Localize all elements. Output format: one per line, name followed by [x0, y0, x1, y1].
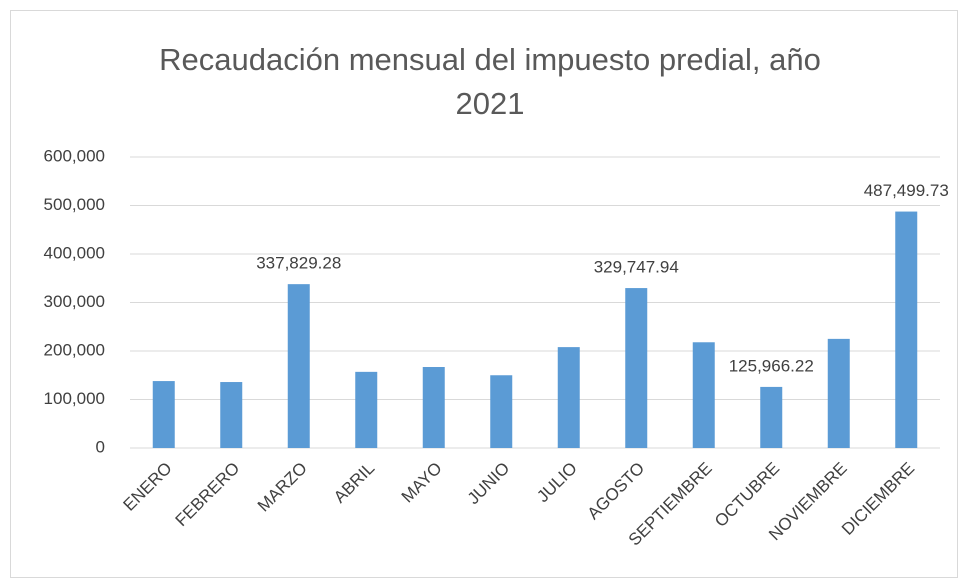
x-tick-label: AGOSTO [584, 459, 649, 524]
bar [692, 342, 715, 448]
x-tick-label: ENERO [120, 459, 176, 515]
x-tick-label: MARZO [254, 459, 311, 516]
y-tick-label: 200,000 [44, 340, 105, 359]
x-tick-label: ABRIL [330, 459, 378, 507]
bar [220, 382, 243, 448]
x-tick-label: JUNIO [464, 459, 513, 508]
bar [760, 386, 783, 448]
bar [895, 211, 918, 448]
data-label: 487,499.73 [864, 181, 949, 200]
chart-title: Recaudación mensual del impuesto predial… [159, 42, 821, 121]
bar [827, 338, 850, 448]
bar [287, 284, 310, 448]
y-tick-label: 0 [96, 437, 105, 456]
x-tick-label: JULIO [533, 459, 581, 507]
data-label: 125,966.22 [729, 356, 814, 375]
y-tick-label: 100,000 [44, 389, 105, 408]
y-tick-label: 600,000 [44, 146, 105, 165]
bar [152, 381, 175, 448]
bar [422, 367, 445, 448]
x-tick-label: OCTUBRE [711, 459, 783, 531]
y-tick-label: 400,000 [44, 243, 105, 262]
data-label: 329,747.94 [594, 258, 679, 277]
y-tick-label: 300,000 [44, 292, 105, 311]
data-label: 337,829.28 [256, 254, 341, 273]
x-tick-label: DICIEMBRE [838, 459, 918, 539]
chart-border [10, 10, 958, 578]
bar [490, 375, 513, 448]
bar [355, 371, 378, 448]
bar [557, 347, 580, 448]
x-tick-label: MAYO [398, 459, 446, 507]
x-tick-label: FEBRERO [172, 459, 244, 531]
y-tick-label: 500,000 [44, 195, 105, 214]
bar [625, 288, 648, 448]
